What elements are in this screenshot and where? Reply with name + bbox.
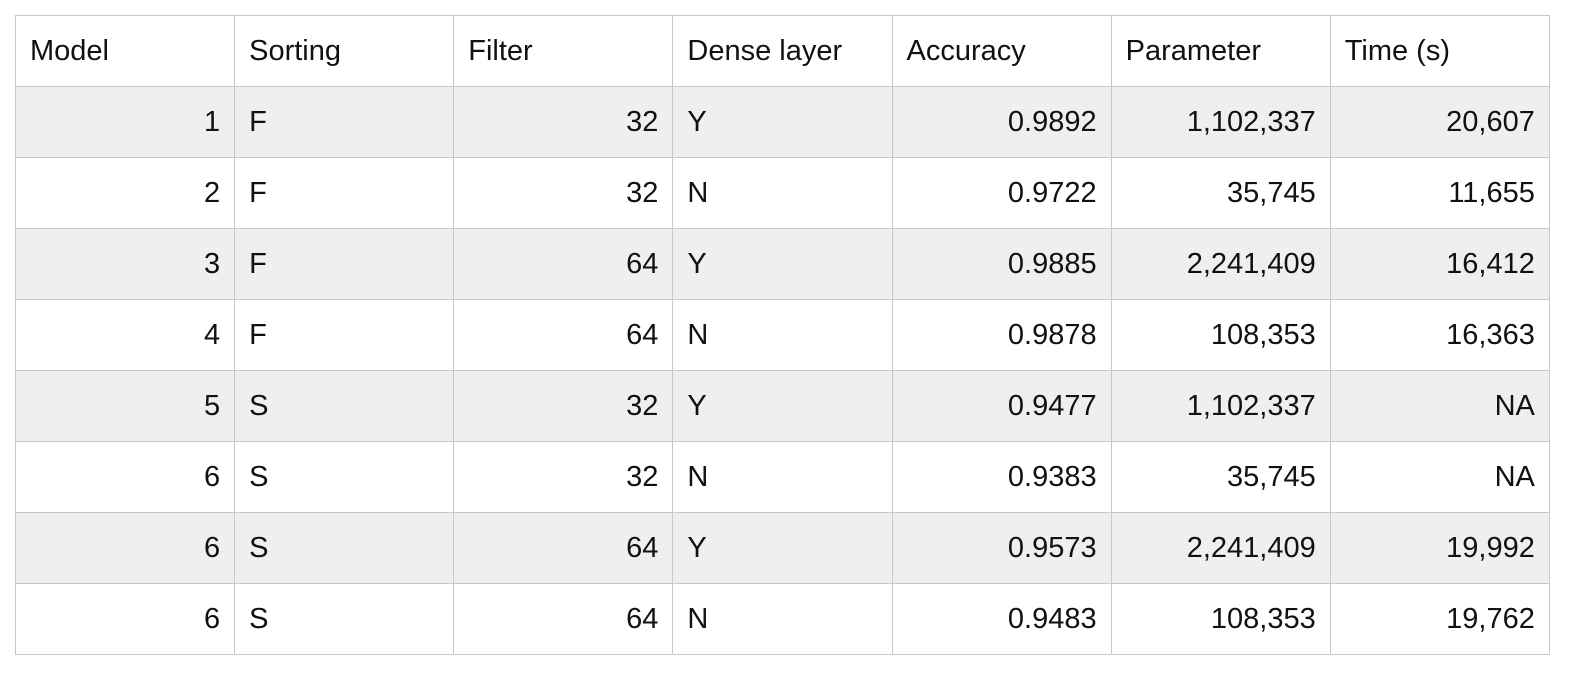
cell-parameter: 35,745 <box>1110 157 1331 229</box>
cell-time: 19,992 <box>1329 512 1550 584</box>
cell-dense-layer: N <box>672 583 893 655</box>
cell-filter: 64 <box>453 583 674 655</box>
cell-model: 2 <box>14 157 236 229</box>
cell-time: 11,655 <box>1329 157 1550 229</box>
cell-filter: 64 <box>453 512 674 584</box>
table-row: 4 F 64 N 0.9878 108,353 16,363 <box>14 299 1550 371</box>
header-row: Model Sorting Filter Dense layer Accurac… <box>14 15 1550 87</box>
cell-accuracy: 0.9885 <box>891 228 1112 300</box>
table-row: 2 F 32 N 0.9722 35,745 11,655 <box>14 157 1550 229</box>
cell-sorting: F <box>234 86 455 158</box>
cell-time: 20,607 <box>1329 86 1550 158</box>
cell-time: NA <box>1329 370 1550 442</box>
header-sorting: Sorting <box>234 15 455 87</box>
cell-model: 1 <box>14 86 236 158</box>
cell-sorting: S <box>234 512 455 584</box>
table-row: 6 S 32 N 0.9383 35,745 NA <box>14 441 1550 513</box>
cell-dense-layer: Y <box>672 512 893 584</box>
cell-sorting: F <box>234 228 455 300</box>
cell-parameter: 2,241,409 <box>1110 228 1331 300</box>
cell-accuracy: 0.9573 <box>891 512 1112 584</box>
cell-sorting: F <box>234 157 455 229</box>
cell-dense-layer: N <box>672 441 893 513</box>
results-table: Model Sorting Filter Dense layer Accurac… <box>14 15 1550 655</box>
table-row: 6 S 64 Y 0.9573 2,241,409 19,992 <box>14 512 1550 584</box>
cell-accuracy: 0.9878 <box>891 299 1112 371</box>
cell-dense-layer: N <box>672 157 893 229</box>
cell-parameter: 108,353 <box>1110 583 1331 655</box>
cell-parameter: 35,745 <box>1110 441 1331 513</box>
table-row: 5 S 32 Y 0.9477 1,102,337 NA <box>14 370 1550 442</box>
cell-model: 6 <box>14 512 236 584</box>
table-row: 6 S 64 N 0.9483 108,353 19,762 <box>14 583 1550 655</box>
table-row: 1 F 32 Y 0.9892 1,102,337 20,607 <box>14 86 1550 158</box>
header-filter: Filter <box>453 15 674 87</box>
cell-filter: 32 <box>453 157 674 229</box>
cell-parameter: 2,241,409 <box>1110 512 1331 584</box>
cell-accuracy: 0.9477 <box>891 370 1112 442</box>
cell-model: 6 <box>14 583 236 655</box>
cell-time: 19,762 <box>1329 583 1550 655</box>
cell-dense-layer: N <box>672 299 893 371</box>
cell-sorting: S <box>234 441 455 513</box>
header-time: Time (s) <box>1329 15 1550 87</box>
cell-dense-layer: Y <box>672 86 893 158</box>
cell-accuracy: 0.9383 <box>891 441 1112 513</box>
header-model: Model <box>14 15 236 87</box>
cell-accuracy: 0.9892 <box>891 86 1112 158</box>
cell-parameter: 108,353 <box>1110 299 1331 371</box>
cell-model: 6 <box>14 441 236 513</box>
cell-filter: 32 <box>453 370 674 442</box>
cell-filter: 32 <box>453 441 674 513</box>
cell-dense-layer: Y <box>672 370 893 442</box>
table-body: 1 F 32 Y 0.9892 1,102,337 20,607 2 F 32 N 0.9722 35,… <box>14 86 1550 655</box>
cell-filter: 32 <box>453 86 674 158</box>
table-header: Model Sorting Filter Dense layer Accurac… <box>14 15 1550 87</box>
cell-sorting: S <box>234 583 455 655</box>
cell-accuracy: 0.9483 <box>891 583 1112 655</box>
cell-filter: 64 <box>453 228 674 300</box>
cell-accuracy: 0.9722 <box>891 157 1112 229</box>
header-parameter: Parameter <box>1110 15 1331 87</box>
cell-filter: 64 <box>453 299 674 371</box>
header-accuracy: Accuracy <box>891 15 1112 87</box>
cell-time: NA <box>1329 441 1550 513</box>
table-row: 3 F 64 Y 0.9885 2,241,409 16,412 <box>14 228 1550 300</box>
cell-parameter: 1,102,337 <box>1110 370 1331 442</box>
cell-model: 5 <box>14 370 236 442</box>
cell-sorting: F <box>234 299 455 371</box>
cell-time: 16,412 <box>1329 228 1550 300</box>
cell-sorting: S <box>234 370 455 442</box>
cell-dense-layer: Y <box>672 228 893 300</box>
cell-model: 4 <box>14 299 236 371</box>
cell-model: 3 <box>14 228 236 300</box>
cell-time: 16,363 <box>1329 299 1550 371</box>
cell-parameter: 1,102,337 <box>1110 86 1331 158</box>
header-dense-layer: Dense layer <box>672 15 893 87</box>
